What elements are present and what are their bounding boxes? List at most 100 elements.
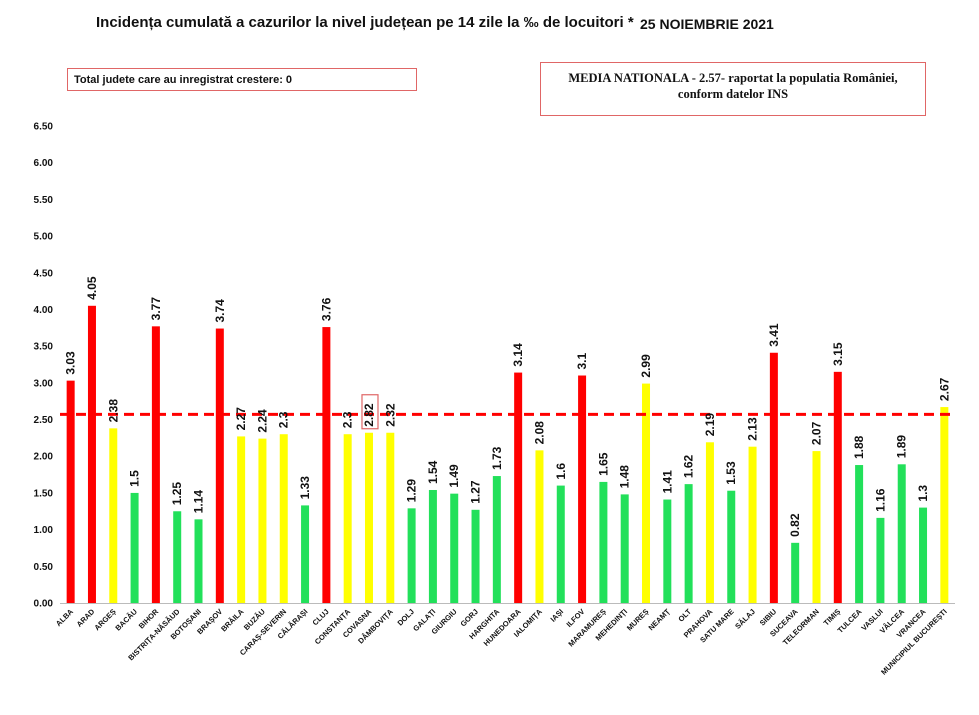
bar bbox=[87, 305, 96, 603]
bar bbox=[876, 517, 885, 603]
bar bbox=[727, 490, 736, 603]
bar bbox=[471, 509, 480, 603]
data-label: 1.54 bbox=[426, 460, 440, 484]
data-label: 1.89 bbox=[895, 435, 909, 459]
bar bbox=[386, 432, 395, 603]
x-tick-label: NEAMȚ bbox=[647, 607, 673, 633]
bar bbox=[897, 464, 906, 603]
y-tick-label: 2.50 bbox=[34, 415, 54, 426]
y-tick-label: 4.00 bbox=[34, 305, 54, 316]
y-tick-label: 1.00 bbox=[34, 525, 54, 536]
bar bbox=[769, 352, 778, 603]
data-label: 1.5 bbox=[128, 470, 142, 487]
bar bbox=[791, 542, 800, 603]
data-label: 2.13 bbox=[746, 417, 760, 441]
data-label: 1.48 bbox=[618, 465, 632, 489]
data-label: 3.76 bbox=[319, 297, 333, 321]
bar bbox=[322, 327, 331, 603]
data-label: 2.07 bbox=[809, 421, 823, 445]
y-tick-label: 5.00 bbox=[34, 232, 54, 243]
bar bbox=[428, 489, 437, 603]
data-label: 1.29 bbox=[405, 479, 419, 503]
y-tick-label: 3.00 bbox=[34, 378, 54, 389]
data-label: 2.27 bbox=[234, 407, 248, 431]
data-label: 2.24 bbox=[255, 409, 269, 433]
x-tick-label: TULCEA bbox=[836, 607, 864, 635]
y-tick-label: 0.50 bbox=[34, 562, 54, 573]
bar bbox=[620, 494, 629, 603]
data-label: 2.67 bbox=[937, 377, 951, 401]
increase-counter-box: Total judete care au inregistrat crester… bbox=[67, 68, 417, 91]
x-tick-label: MUREȘ bbox=[625, 607, 651, 633]
y-tick-label: 6.50 bbox=[34, 122, 54, 133]
data-label: 3.74 bbox=[213, 299, 227, 323]
bar bbox=[642, 383, 651, 603]
chart-date: 25 NOIEMBRIE 2021 bbox=[640, 16, 774, 32]
data-label: 3.14 bbox=[511, 343, 525, 367]
bar bbox=[492, 476, 501, 603]
data-label: 1.62 bbox=[682, 454, 696, 478]
x-tick-label: BRĂILA bbox=[219, 607, 246, 634]
bar bbox=[705, 442, 714, 603]
data-label: 2.08 bbox=[532, 421, 546, 445]
data-label: 3.03 bbox=[64, 351, 78, 375]
data-label: 1.53 bbox=[724, 461, 738, 485]
chart-title: Incidența cumulată a cazurilor la nivel … bbox=[96, 14, 634, 31]
bar bbox=[215, 328, 224, 603]
y-tick-label: 6.00 bbox=[34, 158, 54, 169]
bar bbox=[279, 434, 288, 603]
data-label: 1.88 bbox=[852, 435, 866, 459]
data-label: 2.3 bbox=[341, 411, 355, 428]
bar bbox=[940, 407, 949, 603]
y-tick-label: 1.50 bbox=[34, 488, 54, 499]
data-label: 1.65 bbox=[596, 452, 610, 476]
data-label: 3.77 bbox=[149, 297, 163, 321]
bar bbox=[237, 436, 246, 603]
bar bbox=[130, 492, 139, 603]
data-label: 1.49 bbox=[447, 464, 461, 488]
data-label: 2.99 bbox=[639, 354, 653, 378]
y-tick-label: 4.50 bbox=[34, 268, 54, 279]
data-label: 2.3 bbox=[277, 411, 291, 428]
y-tick-label: 2.00 bbox=[34, 452, 54, 463]
bar bbox=[833, 371, 842, 603]
bar bbox=[66, 380, 75, 603]
data-label: 4.05 bbox=[85, 276, 99, 300]
national-average-box: MEDIA NATIONALA - 2.57- raportat la popu… bbox=[540, 62, 926, 116]
data-label: 3.15 bbox=[831, 342, 845, 366]
data-label: 1.41 bbox=[660, 470, 674, 494]
bar bbox=[407, 508, 416, 603]
bar bbox=[258, 438, 267, 603]
data-label: 3.41 bbox=[767, 323, 781, 347]
bar bbox=[450, 493, 459, 603]
data-label: 1.27 bbox=[469, 480, 483, 504]
data-label: 3.1 bbox=[575, 352, 589, 369]
bar bbox=[151, 326, 160, 603]
bar bbox=[599, 481, 608, 603]
data-label: 1.3 bbox=[916, 485, 930, 502]
x-tick-label: BACĂU bbox=[113, 607, 139, 633]
data-label: 2.38 bbox=[106, 399, 120, 423]
y-tick-label: 5.50 bbox=[34, 195, 54, 206]
data-label: 0.82 bbox=[788, 513, 802, 537]
bar bbox=[812, 451, 821, 603]
data-label: 1.6 bbox=[554, 463, 568, 480]
data-label: 1.16 bbox=[873, 488, 887, 512]
bar bbox=[919, 507, 928, 603]
bar bbox=[855, 465, 864, 603]
highlight-box bbox=[361, 394, 379, 430]
bar bbox=[301, 505, 310, 603]
bar bbox=[173, 511, 182, 603]
bar bbox=[556, 485, 565, 603]
x-tick-label: ALBA bbox=[54, 607, 76, 629]
data-label: 2.19 bbox=[703, 413, 717, 437]
bar bbox=[194, 519, 203, 603]
data-label: 1.25 bbox=[170, 482, 184, 506]
x-tick-label: ARGEȘ bbox=[92, 607, 117, 632]
x-tick-label: SĂLAJ bbox=[733, 607, 757, 631]
data-label: 2.82 bbox=[362, 403, 376, 427]
national-average-line2: conform datelor INS bbox=[677, 87, 789, 101]
bar bbox=[343, 434, 352, 603]
bar bbox=[364, 432, 373, 603]
